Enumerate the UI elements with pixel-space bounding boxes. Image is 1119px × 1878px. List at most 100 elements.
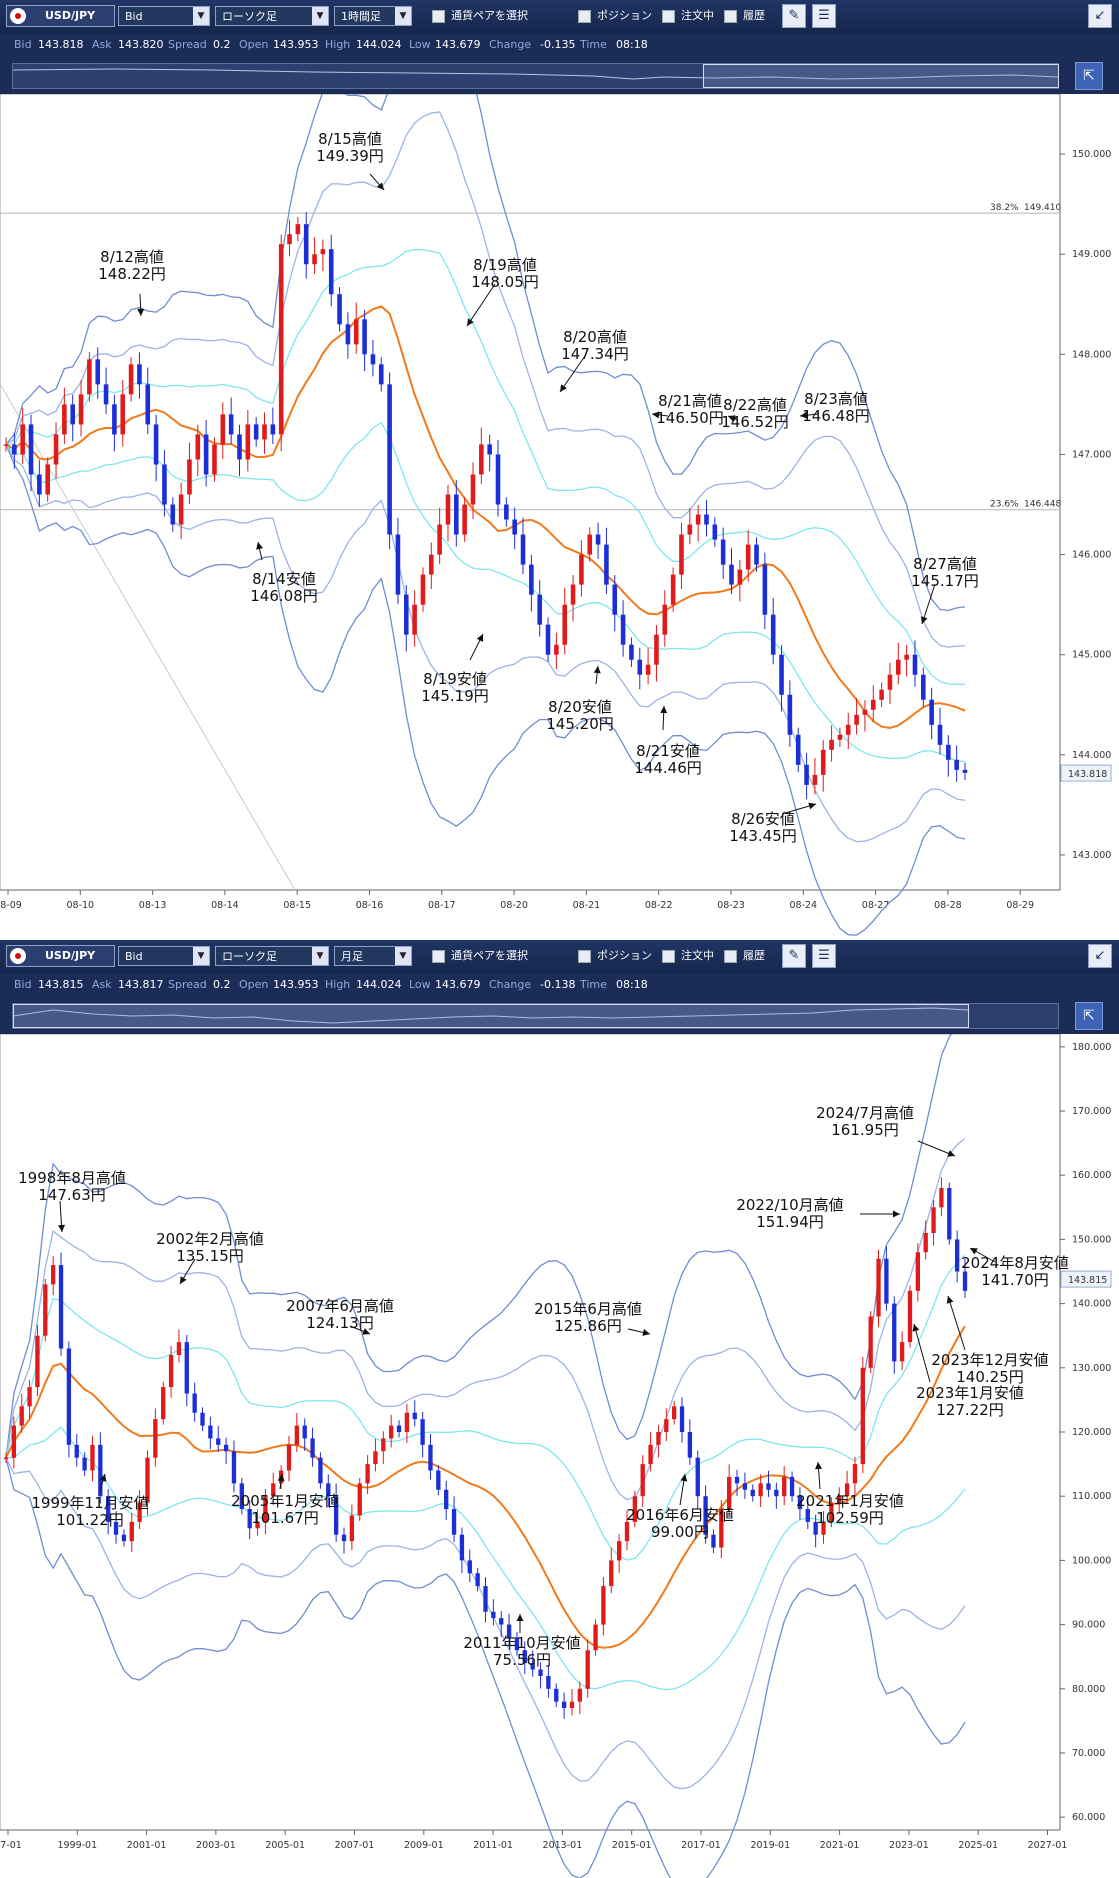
position-toggle[interactable]: ポジション xyxy=(578,946,652,966)
candle-body xyxy=(121,1534,127,1542)
navigator-track[interactable] xyxy=(12,63,1060,89)
annotation-arrow xyxy=(921,583,936,625)
currency-pair-selector[interactable]: USD/JPY xyxy=(6,5,115,27)
history-toggle[interactable]: 履歴 xyxy=(724,6,765,26)
annotation-title: 2002年2月高値 xyxy=(156,1230,264,1248)
candle-body xyxy=(318,1457,323,1484)
x-tick-label: 08-21 xyxy=(573,900,601,911)
candle-body xyxy=(854,714,859,725)
candle-body xyxy=(624,1521,630,1542)
arrowhead xyxy=(277,1474,285,1482)
annotation-title: 2022/10月高値 xyxy=(736,1196,843,1214)
position-toggle[interactable]: ポジション xyxy=(578,6,652,26)
y-tick-label: 140.000 xyxy=(1072,1299,1111,1310)
candle-body xyxy=(271,1483,276,1497)
candle-body xyxy=(459,1534,465,1561)
candle-body xyxy=(203,434,209,475)
candle-body xyxy=(601,1586,606,1625)
candle-body xyxy=(593,1624,598,1651)
candle-body xyxy=(3,444,9,446)
navigator-window[interactable] xyxy=(13,1004,970,1028)
checkbox[interactable] xyxy=(578,949,591,963)
arrowhead xyxy=(660,706,668,714)
candle-body xyxy=(758,1483,763,1497)
x-tick-label: 2027-01 xyxy=(1028,1840,1068,1851)
candle-body xyxy=(370,354,376,365)
candle-body xyxy=(62,404,67,435)
chart-type-select[interactable]: ローソク足 ▼ xyxy=(215,946,329,966)
candle-body xyxy=(774,1489,779,1497)
candle-body xyxy=(43,1284,48,1336)
y-tick-label: 80.000 xyxy=(1072,1684,1105,1695)
candle-body xyxy=(946,744,951,760)
y-tick-label: 143.000 xyxy=(1072,850,1111,861)
orders-toggle[interactable]: 注文中 xyxy=(662,6,714,26)
navigator-window[interactable] xyxy=(702,64,1060,88)
candle-body xyxy=(200,1412,205,1426)
annotation-title: 2011年10月安値 xyxy=(463,1634,580,1652)
candle-body xyxy=(82,1457,87,1471)
candle-body xyxy=(303,224,309,265)
settings-list-icon[interactable]: ☰ xyxy=(812,4,836,28)
candle-body xyxy=(420,574,426,605)
chart-type-select[interactable]: ローソク足 ▼ xyxy=(215,6,329,26)
annotation-title: 8/20高値 xyxy=(563,328,627,346)
checkbox[interactable] xyxy=(432,949,445,963)
collapse-icon[interactable]: ↙ xyxy=(1088,944,1112,968)
navigator-expand-icon[interactable]: ⇱ xyxy=(1075,1002,1103,1030)
candle-body xyxy=(804,764,809,785)
checkbox[interactable] xyxy=(724,9,737,23)
candle-body xyxy=(70,404,76,425)
checkbox[interactable] xyxy=(724,949,737,963)
checkbox[interactable] xyxy=(662,9,675,23)
y-tick-label: 147.000 xyxy=(1072,449,1111,460)
checkbox[interactable] xyxy=(662,949,675,963)
price-type-select[interactable]: Bid ▼ xyxy=(118,6,210,26)
candle-body xyxy=(216,1438,221,1445)
candle-body xyxy=(475,1573,480,1587)
arrowhead xyxy=(516,1614,524,1621)
candle-body xyxy=(106,1496,111,1522)
select-pair-toggle[interactable]: 通貨ペアを選択 xyxy=(432,6,528,26)
candle-body xyxy=(931,1207,936,1233)
navigator-track[interactable] xyxy=(12,1003,1059,1029)
chart-tool-icon[interactable]: ✎ xyxy=(782,944,806,968)
navigator-expand-icon[interactable]: ⇱ xyxy=(1075,62,1103,90)
x-tick-label: 2023-01 xyxy=(889,1840,929,1851)
current-price-label: 143.815 xyxy=(1068,1275,1107,1286)
collapse-icon[interactable]: ↙ xyxy=(1088,4,1112,28)
select-pair-label: 通貨ペアを選択 xyxy=(451,9,528,22)
currency-pair-selector[interactable]: USD/JPY xyxy=(6,945,115,967)
candle-body xyxy=(404,1412,410,1432)
select-pair-toggle[interactable]: 通貨ペアを選択 xyxy=(432,946,528,966)
candle-body xyxy=(487,444,492,455)
chart-type-value: ローソク足 xyxy=(222,10,277,23)
candle-body xyxy=(912,654,918,675)
candle-body xyxy=(884,1258,889,1304)
timeframe-select[interactable]: 1時間足 ▼ xyxy=(334,6,412,26)
checkbox[interactable] xyxy=(578,9,591,23)
checkbox[interactable] xyxy=(432,9,445,23)
candle-body xyxy=(561,1701,567,1709)
candle-body xyxy=(58,1265,64,1349)
chart-tool-icon[interactable]: ✎ xyxy=(782,4,806,28)
candle-body xyxy=(120,394,126,435)
candle-body xyxy=(389,1425,394,1439)
candle-body xyxy=(20,424,25,455)
candle-body xyxy=(129,1521,134,1542)
candle-body xyxy=(145,1457,150,1503)
candle-body xyxy=(711,1534,716,1548)
settings-list-icon[interactable]: ☰ xyxy=(812,944,836,968)
candle-body xyxy=(495,454,501,505)
timeframe-select[interactable]: 月足 ▼ xyxy=(334,946,412,966)
x-tick-label: 08-27 xyxy=(862,900,890,911)
candle-body xyxy=(703,1496,708,1535)
arrowhead xyxy=(920,616,928,624)
candle-body xyxy=(161,1387,166,1420)
fibonacci-pct: 38.2% xyxy=(990,203,1019,213)
candle-body xyxy=(954,759,959,770)
candle-body xyxy=(538,1669,543,1676)
history-toggle[interactable]: 履歴 xyxy=(724,946,765,966)
orders-toggle[interactable]: 注文中 xyxy=(662,946,714,966)
price-type-select[interactable]: Bid ▼ xyxy=(118,946,210,966)
